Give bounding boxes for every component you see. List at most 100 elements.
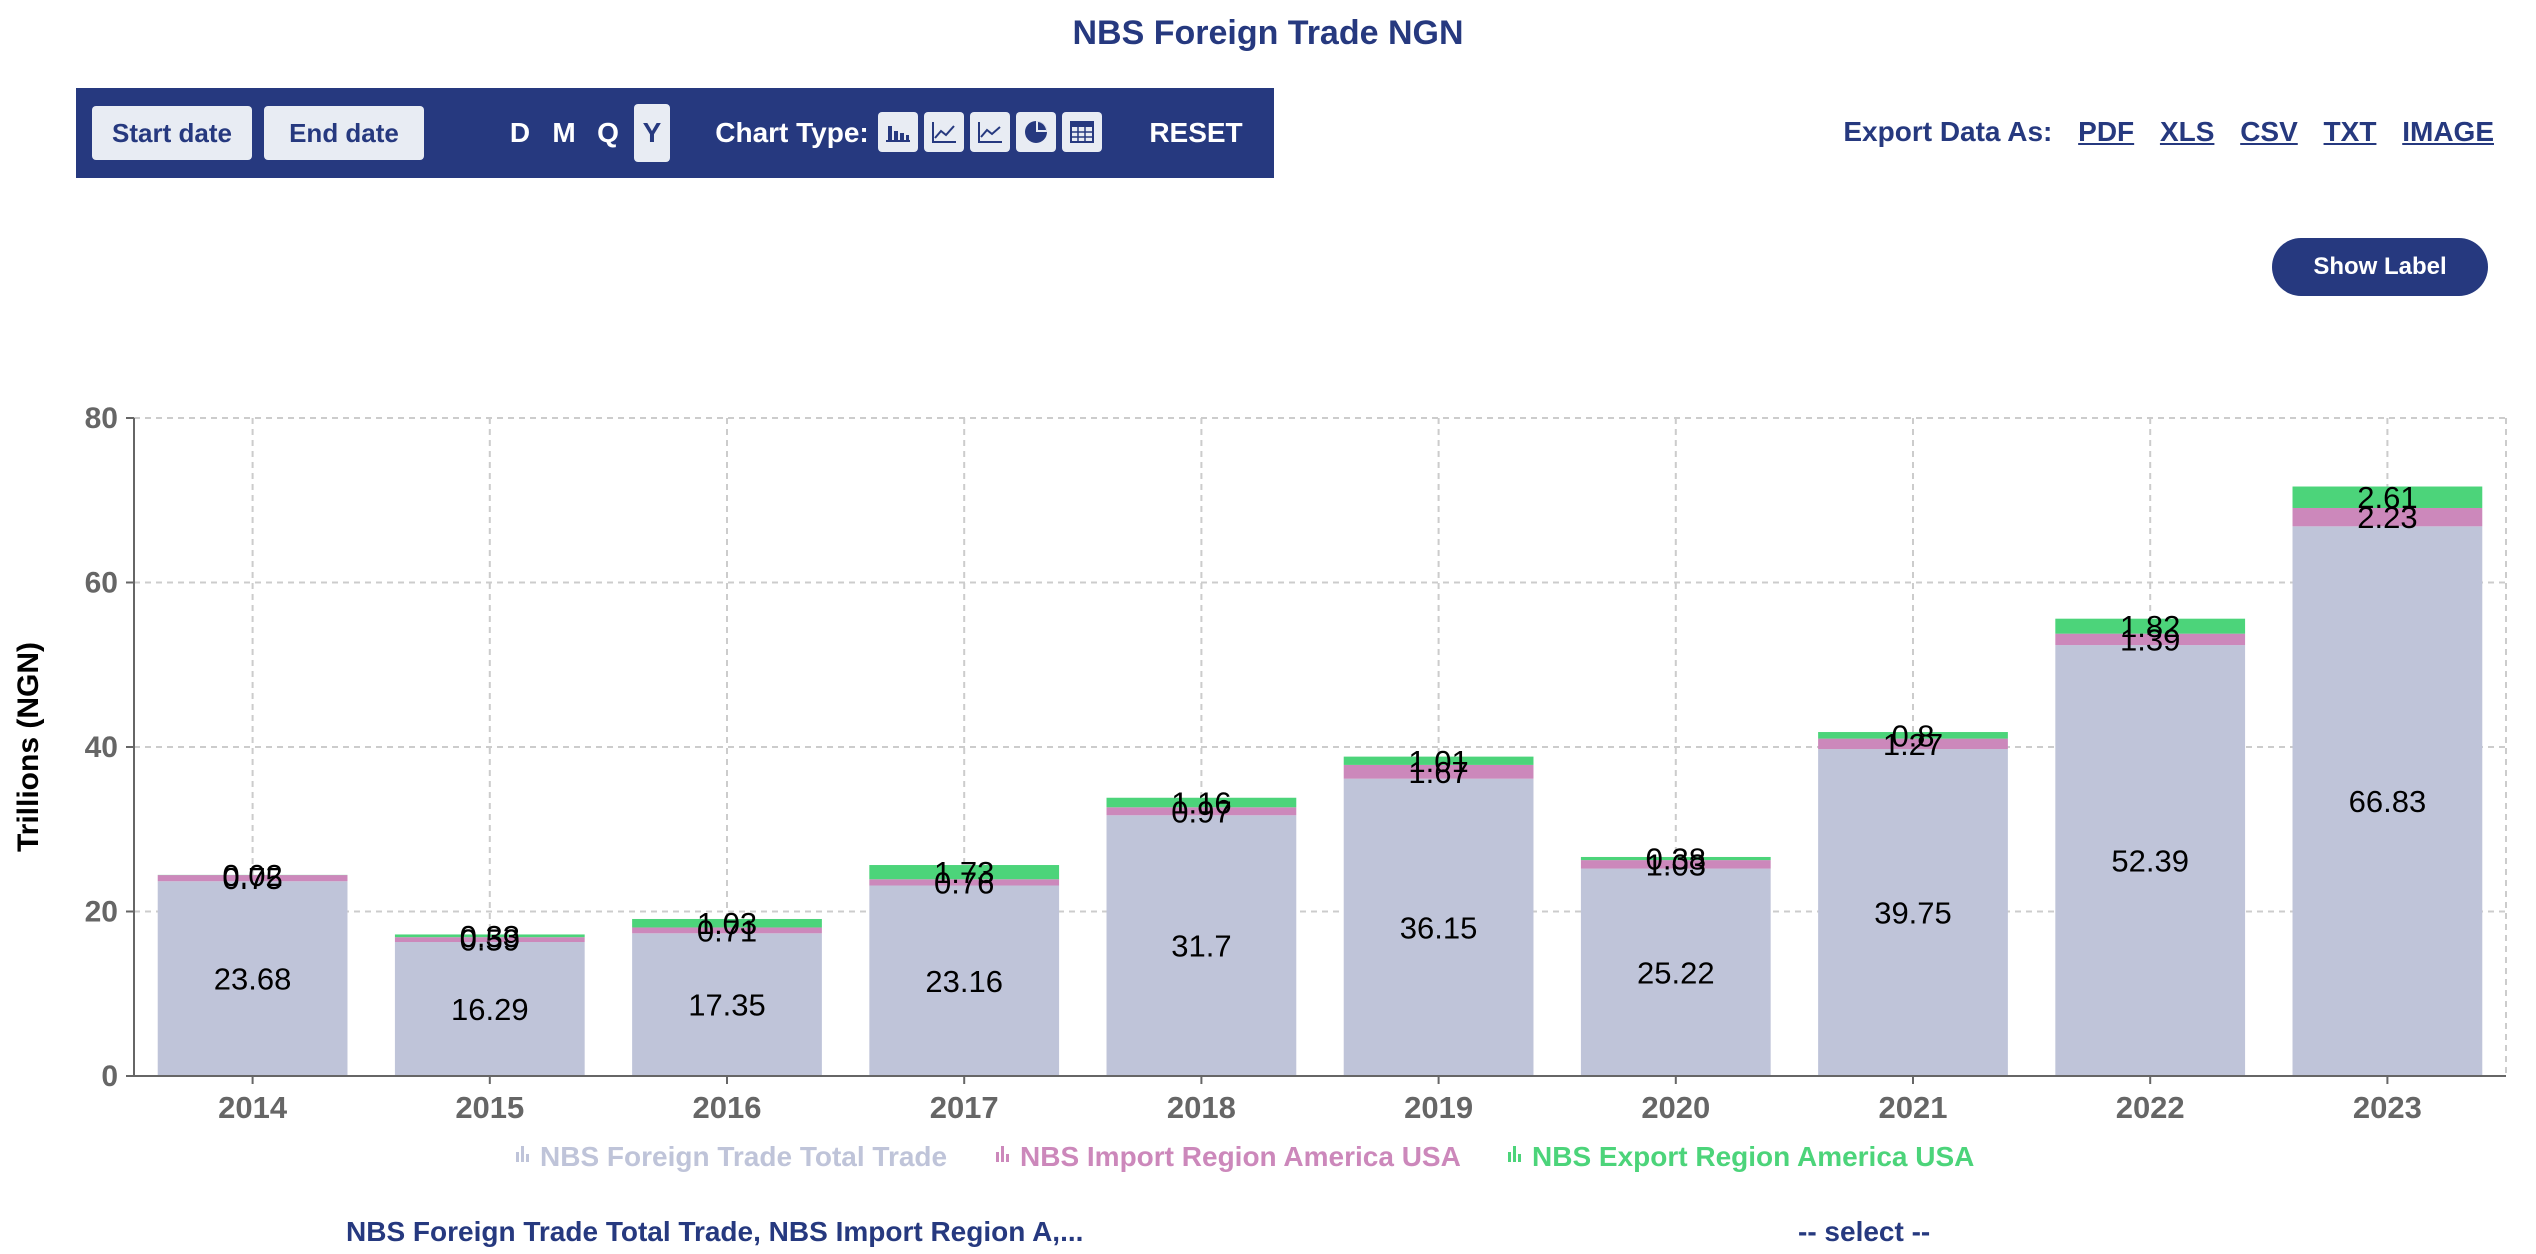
end-date-button[interactable]: End date (264, 106, 424, 160)
legend-icon (526, 1154, 529, 1162)
page-title: NBS Foreign Trade NGN (1072, 14, 1464, 52)
export-bar: Export Data As: PDF XLS CSV TXT IMAGE (1843, 116, 2494, 148)
export-image-link[interactable]: IMAGE (2402, 116, 2494, 147)
bar-segment (1580, 860, 1771, 869)
data-label: 1.03 (697, 906, 757, 941)
bar-segment (1106, 807, 1297, 816)
bar-segment (632, 927, 822, 934)
data-label: 2.61 (2357, 480, 2417, 515)
bar-segment (2055, 618, 2246, 634)
period-year-button[interactable]: Y (634, 104, 670, 162)
data-label: 0.75 (222, 861, 282, 896)
x-tick-label: 2018 (1167, 1090, 1236, 1125)
bar-segment (1106, 815, 1297, 1076)
export-xls-link[interactable]: XLS (2159, 116, 2215, 147)
chart-type-label: Chart Type: (715, 117, 869, 148)
x-tick-label: 2022 (2116, 1090, 2185, 1125)
bar-segment (1818, 738, 2008, 750)
period-quarter-button[interactable]: Q (597, 117, 619, 148)
export-label: Export Data As: (1843, 116, 2053, 147)
data-label: 1.82 (2120, 609, 2180, 644)
bar-segment (1343, 778, 1534, 1076)
data-label: 16.29 (451, 992, 529, 1027)
series-select-dropdown[interactable]: -- select -- (1798, 1216, 1931, 1247)
data-label: 0.71 (697, 913, 757, 948)
bar-segment (632, 933, 822, 1076)
export-csv-link[interactable]: CSV (2240, 116, 2298, 147)
legend-item: NBS Import Region America USA (1020, 1141, 1461, 1172)
export-pdf-link[interactable]: PDF (2078, 116, 2135, 147)
data-label: 1.27 (1883, 727, 1943, 762)
x-tick-label: 2017 (930, 1090, 999, 1125)
bar-chart-icon[interactable] (878, 112, 918, 152)
data-label: 39.75 (1874, 896, 1952, 931)
legend-icon (1513, 1146, 1516, 1162)
data-label: 1.03 (1646, 847, 1706, 882)
y-tick-label: 20 (85, 896, 118, 929)
show-label-button[interactable]: Show Label (2272, 238, 2488, 296)
bar-segment (1343, 764, 1534, 779)
data-label: 2.23 (2357, 500, 2417, 535)
legend-icon (516, 1152, 519, 1162)
export-txt-link[interactable]: TXT (2323, 116, 2377, 147)
data-label: 0.38 (1646, 842, 1706, 877)
start-date-button[interactable]: Start date (92, 106, 252, 160)
y-tick-label: 40 (85, 731, 118, 764)
bar-segment (2292, 507, 2483, 527)
data-label: 1.39 (2120, 622, 2180, 657)
y-tick-label: 60 (85, 567, 118, 600)
data-label: 1.73 (934, 855, 994, 890)
bar-segment (869, 885, 1060, 1076)
x-tick-label: 2021 (1879, 1090, 1948, 1125)
data-label: 23.16 (925, 964, 1003, 999)
x-tick-label: 2019 (1404, 1090, 1473, 1125)
bar-segment (394, 942, 585, 1076)
data-label: 52.39 (2111, 844, 2189, 879)
bar-segment (1580, 856, 1771, 861)
data-label: 0.33 (460, 919, 520, 954)
data-label: 0.02 (222, 858, 282, 893)
bar-segment (2055, 633, 2246, 646)
bar-segment (157, 881, 348, 1076)
data-label: 36.15 (1400, 910, 1478, 945)
y-tick-label: 80 (85, 402, 118, 435)
legend-icon (521, 1146, 524, 1162)
data-label: 1.67 (1408, 755, 1468, 790)
area-chart-icon[interactable] (970, 112, 1010, 152)
bar-segment (2055, 645, 2246, 1076)
data-label: 0.76 (934, 865, 994, 900)
x-tick-label: 2015 (455, 1090, 524, 1125)
x-tick-label: 2016 (693, 1090, 762, 1125)
series-selection-text[interactable]: NBS Foreign Trade Total Trade, NBS Impor… (346, 1216, 1084, 1247)
table-icon[interactable] (1062, 112, 1102, 152)
legend-icon (996, 1152, 999, 1162)
legend-icon (1508, 1152, 1511, 1162)
data-label: 66.83 (2349, 784, 2427, 819)
period-day-button[interactable]: D (509, 117, 531, 148)
data-label: 1.01 (1408, 744, 1468, 779)
bar-segment (1818, 732, 2008, 739)
bar-segment (632, 918, 822, 928)
data-label: 25.22 (1637, 955, 1715, 990)
reset-button[interactable]: RESET (1149, 117, 1243, 148)
bar-segment (394, 937, 585, 943)
bar-segment (869, 865, 1060, 880)
stacked-bar-chart: 0 20 40 60 80 23.68 0.750.02 2014 16.29 0.590.33 2… (12, 402, 2507, 1172)
legend-icon (1001, 1146, 1004, 1162)
bar-segment (1106, 797, 1297, 808)
data-label: 1.16 (1171, 786, 1231, 821)
x-tick-label: 2014 (218, 1090, 288, 1125)
pie-chart-icon[interactable] (1016, 112, 1056, 152)
x-tick-label: 2023 (2353, 1090, 2422, 1125)
data-label: 17.35 (688, 988, 766, 1023)
bar-segment (1818, 749, 2008, 1076)
period-month-button[interactable]: M (552, 117, 576, 148)
line-chart-icon[interactable] (924, 112, 964, 152)
legend-icon (1006, 1154, 1009, 1162)
bar-segment (394, 934, 585, 938)
legend-icon (1518, 1154, 1521, 1162)
chart-toolbar: Start date End date D M Q Y Chart Type: … (76, 88, 1274, 178)
y-tick-label: 0 (101, 1060, 118, 1093)
bar-segment (2292, 486, 2483, 508)
data-label: 31.7 (1171, 929, 1231, 964)
